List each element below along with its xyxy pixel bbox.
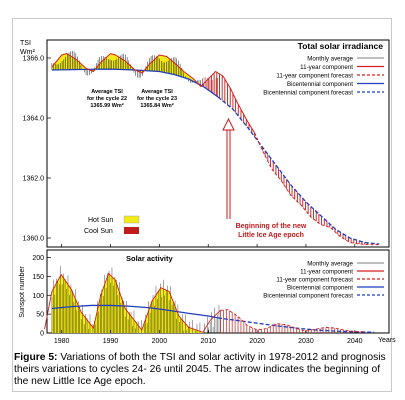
top-bicentennial-forecast-line: [217, 96, 380, 245]
bottom-y-tick-label: 50: [36, 312, 44, 319]
figure-frame: [12, 18, 392, 392]
top-y-tick-label: 1362.0: [23, 176, 45, 183]
annotation-c23-line1: Average TSI: [141, 89, 173, 95]
arrow-label-line2: Little Ice Age epoch: [238, 232, 304, 239]
legend-label: Monthly average: [307, 261, 353, 268]
legend-label: Bicentennial component: [287, 285, 353, 292]
arrow-label-line1: Beginning of the new: [236, 223, 307, 230]
legend-label: 11-year component forecast: [276, 277, 353, 284]
bottom-y-tick-label: 0: [40, 331, 44, 338]
bottom-11yr-forecast-line: [220, 309, 365, 333]
bottom-activity-area: [51, 274, 204, 333]
legend-label: 11-year component: [300, 269, 353, 276]
x-tick-label: 1980: [54, 338, 70, 345]
bottom-plot-frame: [46, 249, 390, 334]
top-y-tick-label: 1364.0: [23, 116, 45, 123]
cool-sun-label: Cool Sun: [84, 228, 113, 235]
bottom-y-tick-label: 150: [32, 274, 44, 281]
hot-sun-swatch: [123, 215, 140, 224]
caption-text: Variations of both the TSI and solar act…: [14, 352, 386, 387]
top-y-tick-label: 1360.0: [23, 236, 45, 243]
x-tick-label: 2030: [298, 338, 314, 345]
top-ylabel-line1: TSI: [20, 40, 31, 47]
legend-label: 11-year component: [300, 64, 353, 71]
bottom-panel-title: Solar activity: [126, 254, 174, 263]
hot-sun-label: Hot Sun: [88, 217, 113, 224]
top-plot-frame: [46, 39, 390, 248]
bottom-bicentennial-line: [51, 304, 219, 319]
annotation-c23-line3: 1365.84 Wm²: [140, 102, 173, 109]
x-tick-label: 2010: [200, 338, 216, 345]
top-y-tick-label: 1366.0: [23, 56, 45, 63]
cool-sun-swatch: [124, 227, 139, 234]
x-tick-label: 1990: [103, 338, 119, 345]
annotation-c23-line2: for the cycle 23: [137, 96, 177, 102]
bottom-y-tick-label: 200: [32, 255, 44, 262]
legend-label: Bicentennial component forecast: [263, 90, 353, 97]
annotation-c22-line2: for the cycle 22: [87, 96, 127, 102]
bottom-bicentennial-forecast-line: [217, 317, 375, 333]
caption-figure-number: Figure 5:: [14, 352, 58, 363]
axis-ticks: 1980 1990 2000 2010 2020 2030 20401366.01364.0…: [23, 56, 363, 346]
top-series: [51, 52, 380, 246]
bottom-y-tick-label: 100: [32, 293, 44, 300]
legend-label: 11-year component forecast: [276, 73, 353, 80]
bottom-11yr-line: [44, 272, 221, 333]
x-tick-label: 2000: [152, 338, 168, 345]
top-ylabel-line2: Wm²: [20, 49, 35, 56]
bottom-ylabel: Sunspot number: [19, 266, 26, 318]
figure-caption: Figure 5: Variations of both the TSI and…: [14, 352, 392, 388]
annotation-c22-line1: Average TSI: [91, 89, 123, 95]
legend-label: Monthly average: [307, 56, 353, 63]
legend-label: Bicentennial component: [287, 81, 353, 88]
x-tick-label: 2020: [249, 338, 265, 345]
annotation-c22-line3: 1365.99 Wm²: [90, 102, 123, 109]
top-11yr-line: [51, 52, 256, 134]
top-11yr-forecast-line: [254, 132, 380, 246]
x-tick-label: 2040: [347, 338, 363, 345]
x-axis-label: Years: [378, 337, 396, 344]
bottom-series: [44, 272, 375, 333]
ice-age-arrow: [222, 117, 235, 219]
top-panel-title: Total solar irradiance: [298, 41, 384, 51]
bottom-fills: [51, 266, 365, 333]
legend-label: Bicentennial component forecast: [263, 293, 353, 300]
top-bicentennial-line: [51, 68, 219, 98]
hot-sun-area: [51, 53, 201, 87]
